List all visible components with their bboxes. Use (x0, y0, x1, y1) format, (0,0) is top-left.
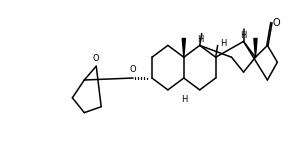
Text: O: O (273, 18, 281, 28)
Text: O: O (130, 65, 136, 74)
Text: H: H (181, 95, 187, 104)
Polygon shape (254, 38, 257, 57)
Polygon shape (182, 38, 185, 57)
Text: O: O (93, 54, 100, 63)
Text: H: H (221, 39, 227, 48)
Text: H: H (240, 31, 247, 40)
Text: H: H (197, 35, 203, 44)
